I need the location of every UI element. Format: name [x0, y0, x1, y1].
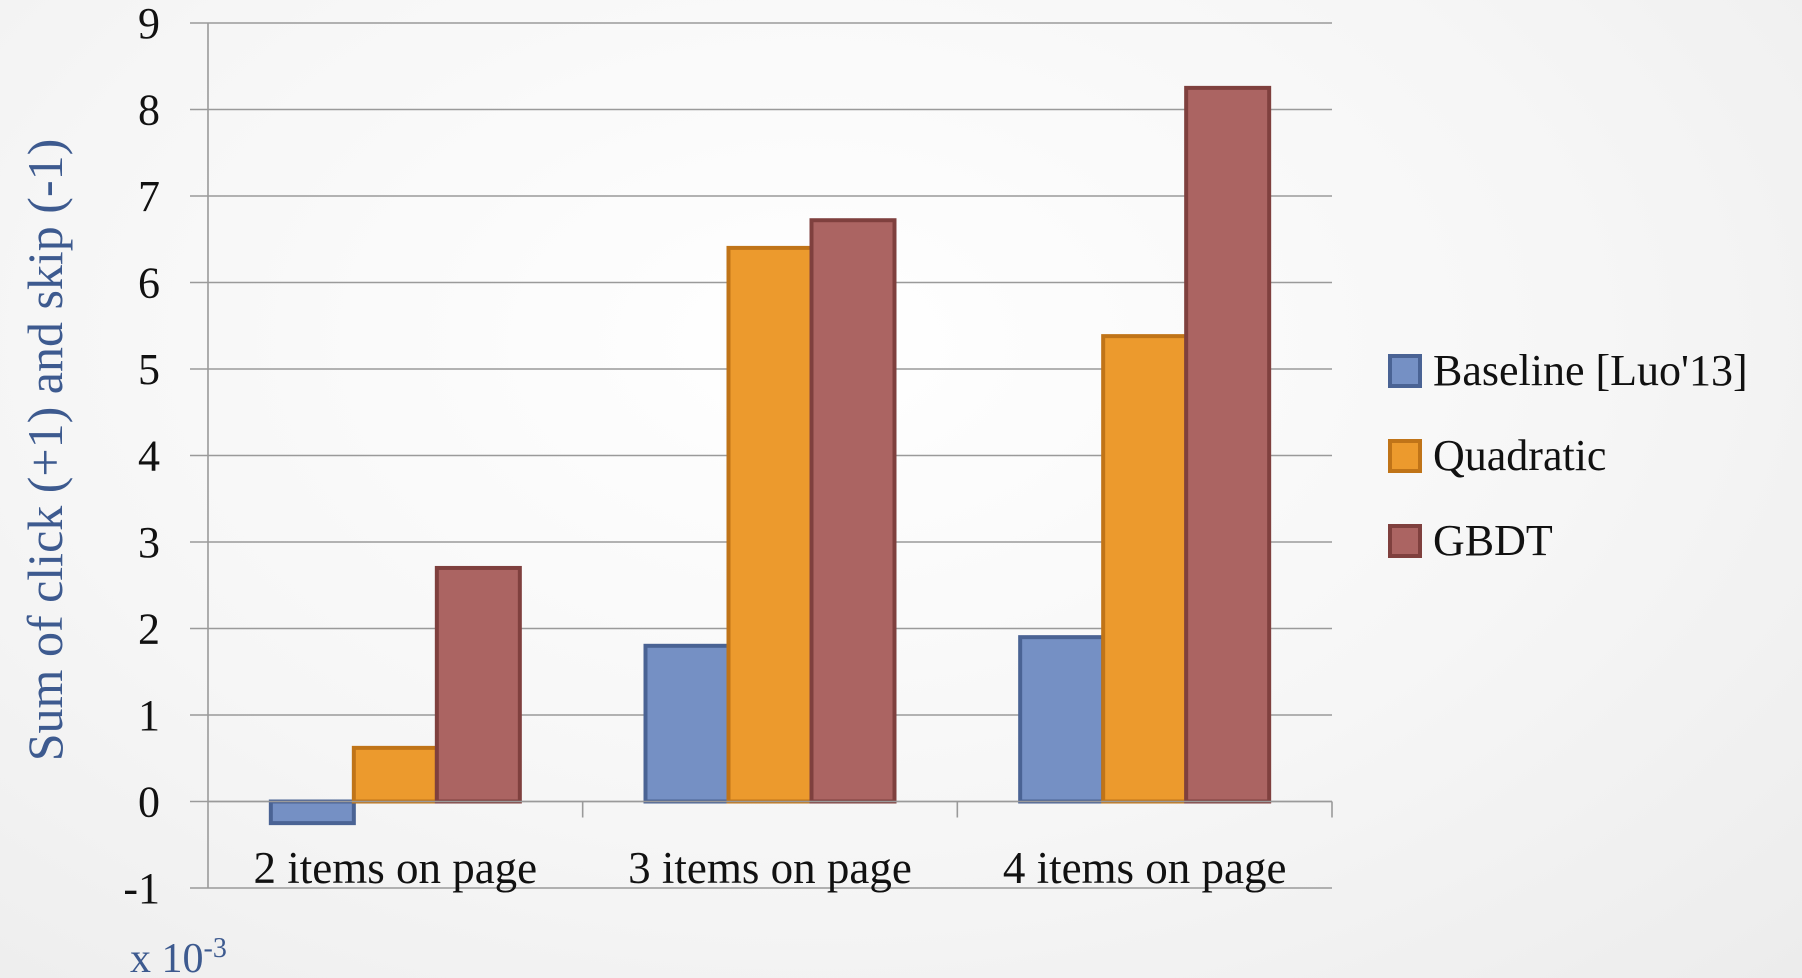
y-tick-label: 3	[138, 518, 160, 567]
bar-quadratic-2	[729, 248, 812, 802]
legend-label: Quadratic	[1433, 431, 1606, 480]
legend-label: GBDT	[1433, 516, 1553, 565]
y-tick-label: 7	[138, 172, 160, 221]
y-tick-label: 4	[138, 432, 160, 481]
bar-baseline-3	[1020, 637, 1103, 801]
bar-baseline-1	[271, 802, 354, 824]
y-tick-label: 0	[138, 778, 160, 827]
x-category-label: 3 items on page	[628, 843, 912, 893]
legend-label: Baseline [Luo'13]	[1433, 346, 1748, 395]
bar-quadratic-3	[1103, 336, 1186, 801]
y-tick-labels: -1 0 1 2 3 4 5 6 7 8 9	[123, 0, 160, 913]
legend-swatch	[1390, 441, 1420, 471]
scale-note-exponent: -3	[204, 933, 227, 964]
y-tick-label: 2	[138, 605, 160, 654]
y-tick-label: 1	[138, 691, 160, 740]
legend: Baseline [Luo'13] Quadratic GBDT	[1390, 346, 1748, 565]
y-tick-label: 6	[138, 259, 160, 308]
scale-note: x 10-3	[130, 933, 227, 978]
bar-gbdt-3	[1186, 88, 1269, 802]
y-tick-label: 5	[138, 345, 160, 394]
scale-note-base: x 10	[130, 936, 204, 978]
y-tick-label: 9	[138, 0, 160, 48]
x-category-labels: 2 items on page 3 items on page 4 items on…	[253, 843, 1286, 893]
y-tick-label: 8	[138, 86, 160, 135]
bar-gbdt-1	[437, 568, 520, 802]
bar-quadratic-1	[354, 748, 437, 802]
legend-swatch	[1390, 356, 1420, 386]
bar-baseline-2	[646, 646, 729, 802]
legend-swatch	[1390, 526, 1420, 556]
y-tick-label: -1	[123, 864, 160, 913]
x-category-label: 4 items on page	[1003, 843, 1287, 893]
x-category-label: 2 items on page	[253, 843, 537, 893]
y-axis-title: Sum of click (+1) and skip (-1)	[17, 139, 73, 762]
bar-gbdt-2	[812, 220, 895, 801]
